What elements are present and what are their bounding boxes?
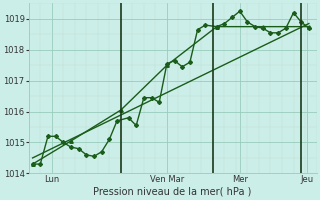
X-axis label: Pression niveau de la mer( hPa ): Pression niveau de la mer( hPa ) xyxy=(93,187,252,197)
